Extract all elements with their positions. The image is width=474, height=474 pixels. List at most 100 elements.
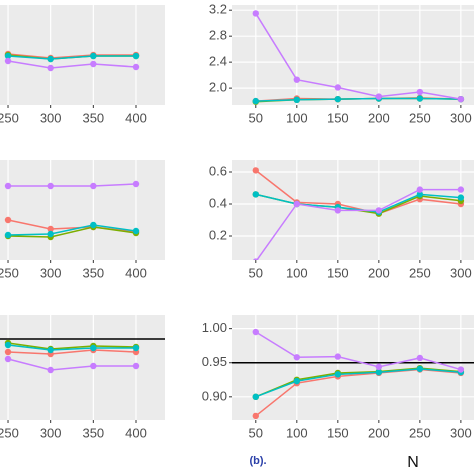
y-tick-label: 2.4 <box>209 54 227 69</box>
x-tick-label: 250 <box>0 110 19 125</box>
x-tick-label: 100 <box>286 110 308 125</box>
series-line <box>8 183 137 187</box>
panel-background <box>0 160 165 260</box>
point <box>457 366 465 373</box>
point <box>47 346 54 354</box>
point <box>375 369 383 376</box>
panel-background <box>232 315 474 420</box>
point <box>293 200 301 208</box>
x-tick-label: 350 <box>82 110 104 125</box>
point <box>252 393 259 401</box>
y-tick-label: 0.95 <box>202 354 227 369</box>
point <box>375 93 383 100</box>
series-line <box>255 13 462 100</box>
point <box>252 328 259 336</box>
x-tick-label: 300 <box>40 110 62 125</box>
x-tick-label: 250 <box>0 425 19 440</box>
point <box>47 230 54 238</box>
point <box>416 191 424 198</box>
plot <box>232 160 474 260</box>
point <box>47 55 54 63</box>
panel: 250 300 350 400 <box>0 160 165 280</box>
plot <box>232 315 474 420</box>
point <box>334 371 342 378</box>
point <box>4 182 12 190</box>
plot <box>0 315 165 420</box>
point <box>334 353 342 360</box>
x-tick-label: 350 <box>82 425 104 440</box>
caption: (b). <box>249 455 266 467</box>
point <box>90 344 97 352</box>
point <box>90 60 97 68</box>
x-tick-label: 100 <box>286 265 308 280</box>
series-line <box>255 193 461 213</box>
x-tick-label: 250 <box>0 265 19 280</box>
y-tick-label: 1.00 <box>202 320 227 335</box>
y-tick-label: 0.6 <box>209 163 227 178</box>
series-line <box>7 55 136 60</box>
x-tick-label: 250 <box>409 425 431 440</box>
series-line <box>8 226 137 238</box>
panel: 50 100 150 200 250 300 0.2 0.4 0.6 <box>209 160 474 280</box>
series-line <box>7 53 136 59</box>
series-line <box>8 224 137 236</box>
point <box>334 95 342 103</box>
point <box>416 95 424 102</box>
x-tick-label: 400 <box>125 265 147 280</box>
point <box>252 97 259 105</box>
y-tick-label: 2.0 <box>209 80 227 95</box>
point <box>4 348 12 356</box>
x-tick-label: 400 <box>125 110 147 125</box>
point <box>252 191 259 198</box>
series-line <box>255 97 461 102</box>
x-axis-label: N <box>407 454 419 471</box>
y-tick-label: 2.8 <box>209 28 227 43</box>
point <box>457 186 465 193</box>
point <box>293 354 301 361</box>
point <box>457 194 465 201</box>
plot <box>4 160 140 260</box>
point <box>252 167 259 174</box>
point <box>47 366 54 374</box>
x-tick-label: 250 <box>409 265 431 280</box>
series-line <box>7 349 137 355</box>
point <box>4 57 12 65</box>
point <box>293 96 301 104</box>
point <box>4 355 12 363</box>
y-tick-label: 0.4 <box>209 195 227 210</box>
point <box>334 207 342 214</box>
x-tick-label: 200 <box>368 265 390 280</box>
point <box>90 362 97 370</box>
point <box>252 412 259 420</box>
x-tick-label: 300 <box>450 265 472 280</box>
point <box>4 216 12 224</box>
x-tick-label: 300 <box>40 265 62 280</box>
x-tick-label: 150 <box>327 110 349 125</box>
x-tick-label: 200 <box>368 425 390 440</box>
series-line <box>7 60 137 69</box>
point <box>416 88 424 96</box>
y-tick-label: 3.2 <box>209 2 227 17</box>
point <box>375 207 383 214</box>
point <box>132 362 140 370</box>
series-line <box>256 188 461 260</box>
point <box>293 76 301 83</box>
x-tick-label: 200 <box>368 110 390 125</box>
point <box>4 52 12 60</box>
x-tick-label: 150 <box>327 425 349 440</box>
point <box>90 182 97 190</box>
point <box>416 354 424 362</box>
x-tick-label: 50 <box>249 110 263 125</box>
point <box>132 344 140 352</box>
plot <box>232 5 474 105</box>
point <box>47 225 54 233</box>
point <box>4 231 12 239</box>
plot <box>4 5 140 105</box>
point <box>90 52 97 60</box>
point <box>47 182 54 190</box>
point <box>47 64 54 72</box>
point <box>252 10 259 17</box>
point <box>334 84 342 91</box>
x-tick-label: 100 <box>286 425 308 440</box>
